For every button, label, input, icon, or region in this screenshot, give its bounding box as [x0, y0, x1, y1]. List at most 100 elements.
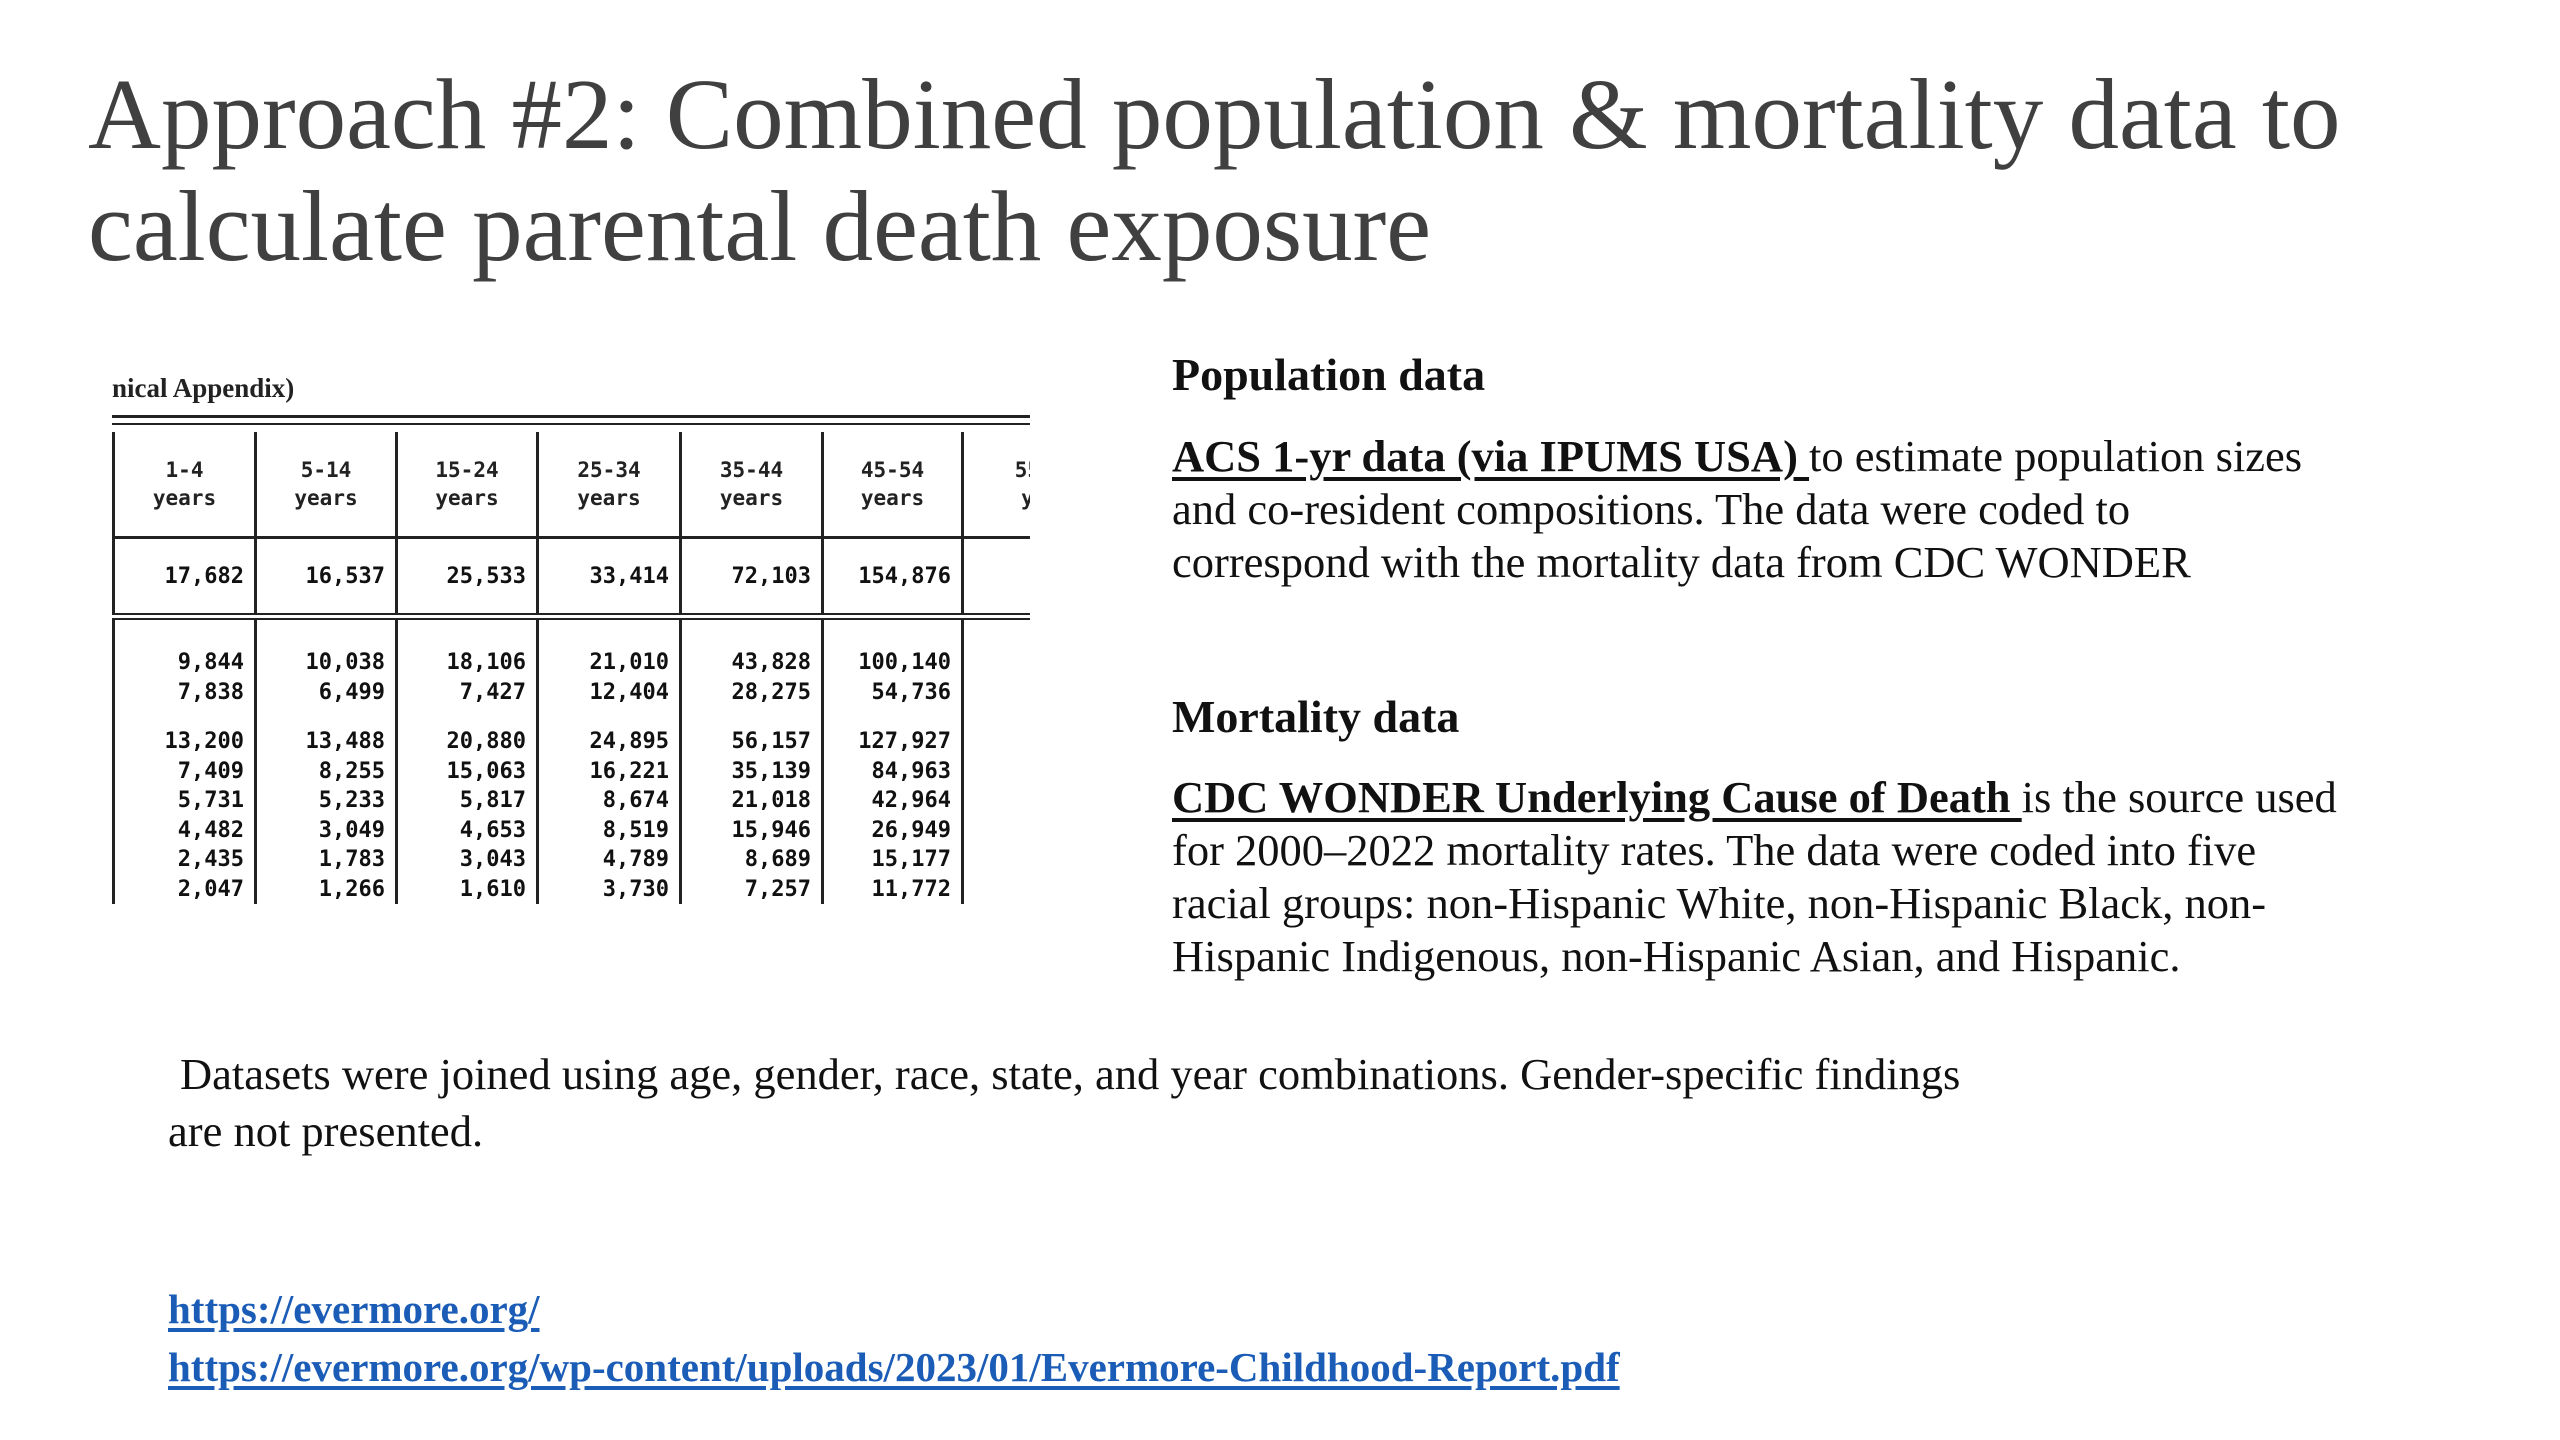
scanned-table-image: nical Appendix) 1-4 years 5-14 years 15-24 ye…: [112, 365, 1030, 910]
scan-value: 12,404: [589, 679, 669, 705]
scan-value: 5,233: [318, 788, 385, 813]
join-note-line-1: Datasets were joined using age, gender, …: [180, 1049, 1961, 1099]
scan-header-text: 45-54: [860, 458, 925, 482]
scan-header-cell: 1-4 years: [112, 432, 256, 539]
scan-value: 18,106: [446, 650, 526, 675]
scan-value: 9,844: [177, 650, 244, 675]
scan-value: 38: [964, 816, 1030, 846]
population-heading: Population data: [1172, 349, 1486, 400]
scan-header-text: ye: [1021, 486, 1030, 510]
scan-value: 79: [964, 786, 1030, 816]
population-source: ACS 1-yr data (via IPUMS USA): [1172, 431, 1810, 481]
scan-value: 26,949: [871, 817, 951, 843]
scan-group-gap: [964, 707, 1030, 727]
scan-value: 35,139: [731, 758, 811, 784]
scan-total-cell: 270: [961, 537, 1030, 620]
scan-header-cell: 55- ye: [961, 432, 1030, 539]
scan-value: 174: [964, 648, 1030, 678]
scan-value: 3,043: [459, 847, 526, 872]
join-note-line-2: are not presented.: [168, 1106, 484, 1156]
scan-header-text: years: [152, 486, 217, 510]
scan-header-cell: 15-24 years: [395, 432, 538, 539]
scan-group-gap: [398, 707, 526, 727]
scan-value: 5,817: [459, 788, 526, 813]
scan-value: 4,653: [459, 817, 526, 843]
scan-value: 3,049: [318, 817, 385, 843]
slide-title-line-2: calculate parental death exposure: [88, 170, 1432, 282]
scan-value: 13,200: [164, 729, 244, 754]
mortality-line-3: racial groups: non-Hispanic White, non-H…: [1172, 878, 2267, 928]
scan-header-cell: 25-34 years: [536, 432, 681, 539]
scan-body-cell: 9,844 7,838 13,200 7,409 5,731 4,482 2,435 2,04…: [112, 616, 256, 904]
scan-header-text: 55-: [1014, 458, 1030, 482]
population-text-1: to estimate population sizes: [1809, 431, 2303, 481]
scan-total-cell: 17,682: [112, 537, 256, 620]
scan-value: 28,275: [731, 679, 811, 705]
scan-value: 96: [964, 678, 1030, 708]
evermore-report-link[interactable]: https://evermore.org/wp-content/uploads/…: [168, 1344, 1620, 1390]
scan-value: 8,255: [318, 758, 385, 784]
mortality-line-2: for 2000–2022 mortality rates. The data …: [1172, 825, 2257, 875]
slide-title-line-1: Approach #2: Combined population & morta…: [88, 58, 2341, 170]
scan-header-row: 1-4 years 5-14 years 15-24 years 25-34 years 35-…: [112, 432, 1030, 539]
scan-value: 15,063: [446, 758, 526, 784]
scan-header-text: years: [435, 486, 499, 510]
scan-value: 4,789: [602, 847, 669, 872]
scan-value: 7,838: [177, 679, 244, 705]
population-line-2: and co-resident compositions. The data w…: [1172, 484, 2131, 534]
scan-header-text: 25-34: [577, 458, 641, 482]
scan-value: 1,610: [459, 876, 526, 902]
scan-value: 24,895: [589, 729, 669, 754]
scan-total-cell: 72,103: [679, 537, 823, 620]
evermore-home-link[interactable]: https://evermore.org/: [168, 1286, 540, 1332]
scan-value: 42,964: [871, 788, 951, 813]
scan-header-text: 35-44: [719, 458, 784, 482]
scan-body-cell: 10,038 6,499 13,488 8,255 5,233 3,049 1,783 1,2…: [254, 616, 397, 904]
scan-body-row: 9,844 7,838 13,200 7,409 5,731 4,482 2,435 2,04…: [112, 616, 1030, 905]
scan-value: 2,435: [177, 847, 244, 872]
scan-header-cell: 35-44 years: [679, 432, 823, 539]
scan-header-cell: 5-14 years: [254, 432, 397, 539]
scan-table: 1-4 years 5-14 years 15-24 years 25-34 years 35-…: [112, 432, 1030, 904]
scan-value: 21: [964, 845, 1030, 875]
scan-value: 5,731: [177, 788, 244, 813]
scan-value: 17: [964, 875, 1030, 905]
scan-value: 7,409: [177, 758, 244, 784]
mortality-line-4: Hispanic Indigenous, non-Hispanic Asian,…: [1172, 931, 2181, 981]
scan-header-text: 5-14: [300, 458, 352, 482]
scan-header-text: 15-24: [435, 458, 499, 482]
scan-header-text: years: [577, 486, 641, 510]
scan-value: 231: [964, 727, 1030, 757]
scan-group-gap: [115, 707, 244, 727]
population-line-1: ACS 1-yr data (via IPUMS USA) to estimat…: [1172, 430, 2542, 483]
scan-value: 43,828: [731, 650, 811, 675]
scan-total-cell: 25,533: [395, 537, 538, 620]
scan-header-text: years: [719, 486, 784, 510]
mortality-source: CDC WONDER Underlying Cause of Death: [1172, 772, 2022, 822]
scan-group-gap: [257, 707, 385, 727]
scan-value: 7,427: [459, 679, 526, 705]
scan-value: 16,221: [589, 758, 669, 784]
mortality-paragraph: CDC WONDER Underlying Cause of Death is …: [1172, 771, 2542, 983]
scan-value: 20,880: [446, 729, 526, 754]
scan-caption: nical Appendix): [112, 373, 295, 403]
scan-group-gap: [539, 707, 669, 727]
scan-value: 21,018: [731, 788, 811, 813]
scan-header-cell: 45-54 years: [821, 432, 963, 539]
scan-value: 13,488: [305, 729, 385, 754]
scan-group-gap: [682, 707, 811, 727]
scan-value: 84,963: [871, 758, 951, 784]
scan-value: 56,157: [731, 729, 811, 754]
mortality-line-1: CDC WONDER Underlying Cause of Death is …: [1172, 771, 2542, 824]
population-line-3: correspond with the mortality data from …: [1172, 537, 2191, 587]
scan-table-grid: 1-4 years 5-14 years 15-24 years 25-34 years 35-…: [112, 432, 1030, 904]
scan-body-cell: 21,010 12,404 24,895 16,221 8,674 8,519 4,789 3…: [536, 616, 681, 904]
scan-value: 11,772: [871, 876, 951, 902]
scan-total-cell: 33,414: [536, 537, 681, 620]
scan-value: 21,010: [589, 650, 669, 675]
scan-value: 3,730: [602, 876, 669, 902]
population-paragraph: ACS 1-yr data (via IPUMS USA) to estimat…: [1172, 430, 2542, 589]
scan-value: 7,257: [744, 876, 811, 902]
scan-value: 15,177: [871, 847, 951, 872]
scan-value: 15,946: [731, 817, 811, 843]
